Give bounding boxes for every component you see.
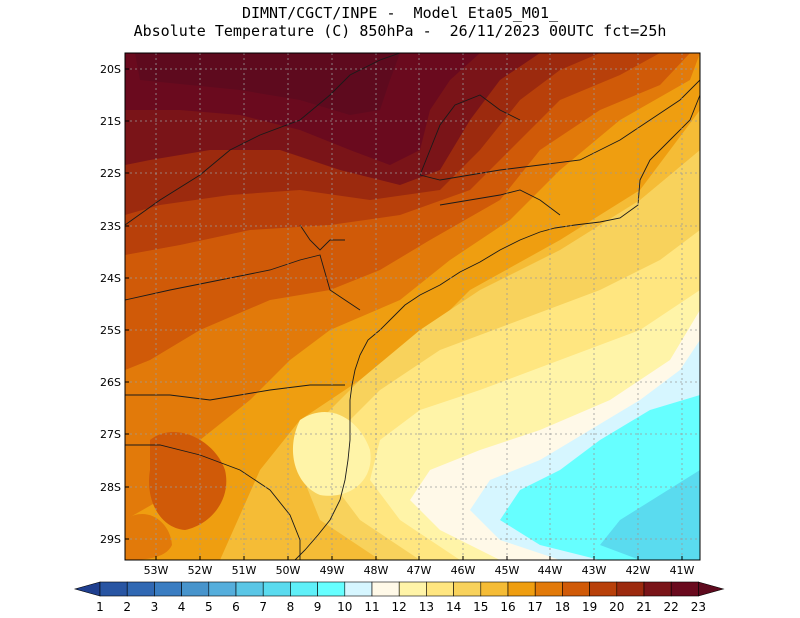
lon-label: 47W: [407, 564, 432, 577]
lon-label: 48W: [364, 564, 389, 577]
colorbar-label: 15: [473, 600, 488, 614]
grid: [125, 53, 700, 560]
state-border: [125, 444, 301, 560]
colorbar-segment: [562, 581, 590, 597]
lon-label: 42W: [626, 564, 651, 577]
lat-label: 26S: [100, 376, 121, 389]
colorbar-label: 5: [205, 600, 213, 614]
title-line-1: DIMNT/CGCT/INPE - Model Eta05_M01_: [241, 4, 559, 22]
lat-label: 27S: [100, 428, 121, 441]
state-border: [125, 254, 361, 311]
colorbar-label: 10: [337, 600, 352, 614]
colorbar-segment: [181, 581, 210, 597]
colorbar-segment: [208, 581, 237, 597]
colorbar-label: 23: [691, 600, 706, 614]
colorbar-label: 20: [609, 600, 624, 614]
coastline: [294, 94, 700, 560]
axis-ticks: [125, 68, 683, 560]
colorbar-label: 12: [392, 600, 407, 614]
longitude-labels: 53W 52W 51W 50W 49W 48W 47W 46W 45W 44W …: [144, 564, 695, 577]
colorbar-label: 7: [259, 600, 267, 614]
colorbar-label: 16: [500, 600, 515, 614]
colorbar-label: 2: [123, 600, 131, 614]
colorbar-segment: [371, 581, 400, 597]
temperature-field: [125, 53, 700, 560]
colorbar-segment: [317, 581, 346, 597]
lat-label: 21S: [100, 115, 121, 128]
colorbar-segment: [262, 581, 291, 597]
lon-label: 46W: [451, 564, 476, 577]
colorbar-segment: [290, 581, 318, 597]
lon-label: 41W: [670, 564, 695, 577]
state-border: [125, 53, 401, 226]
state-border: [439, 189, 561, 216]
colorbar-label: 18: [555, 600, 570, 614]
lat-label: 23S: [100, 220, 121, 233]
colorbar-label: 21: [636, 600, 651, 614]
colorbar-arrow-right: [698, 581, 725, 597]
colorbar-label: 9: [314, 600, 322, 614]
lat-label: 28S: [100, 481, 121, 494]
lon-label: 53W: [144, 564, 169, 577]
colorbar-segment: [99, 581, 128, 597]
lon-label: 51W: [232, 564, 257, 577]
lat-label: 25S: [100, 324, 121, 337]
colorbar-segment: [589, 581, 618, 597]
lon-label: 50W: [276, 564, 301, 577]
colorbar-segment: [235, 581, 264, 597]
colorbar: 1 2 3 4 5 6 7 8 9 10 11 12 13 14 15 16 17 18 19 20 21 22 23: [73, 581, 725, 614]
lon-label: 52W: [188, 564, 213, 577]
colorbar-label: 14: [446, 600, 461, 614]
lat-label: 24S: [100, 272, 121, 285]
colorbar-segment: [398, 581, 427, 597]
colorbar-segment: [344, 581, 373, 597]
colorbar-segment: [426, 581, 454, 597]
colorbar-label: 13: [419, 600, 434, 614]
colorbar-label: 22: [664, 600, 679, 614]
colorbar-label: 17: [528, 600, 543, 614]
lat-label: 20S: [100, 63, 121, 76]
colorbar-label: 19: [582, 600, 597, 614]
colorbar-label: 8: [287, 600, 295, 614]
latitude-labels: 20S 21S 22S 23S 24S 25S 26S 27S 28S 29S: [100, 63, 121, 546]
map-frame: [124, 52, 701, 561]
lon-label: 45W: [495, 564, 520, 577]
colorbar-segment: [126, 581, 155, 597]
state-border: [299, 224, 345, 251]
colorbar-segment: [480, 581, 509, 597]
lon-label: 43W: [582, 564, 607, 577]
colorbar-segment: [534, 581, 563, 597]
colorbar-segment: [154, 581, 182, 597]
colorbar-label: 3: [151, 600, 159, 614]
colorbar-segment: [643, 581, 672, 597]
lon-label: 49W: [320, 564, 345, 577]
colorbar-label: 6: [232, 600, 240, 614]
colorbar-label: 11: [364, 600, 379, 614]
colorbar-segment: [453, 581, 482, 597]
title-line-2: Absolute Temperature (C) 850hPa - 26/11/…: [133, 22, 667, 40]
lat-label: 29S: [100, 533, 121, 546]
state-border: [125, 384, 345, 401]
state-border: [419, 79, 700, 181]
lat-label: 22S: [100, 167, 121, 180]
colorbar-arrow-left: [73, 581, 101, 597]
coastlines-borders: [125, 53, 700, 560]
colorbar-label: 1: [96, 600, 104, 614]
colorbar-segment: [670, 581, 699, 597]
lon-label: 44W: [538, 564, 563, 577]
state-border: [419, 94, 521, 176]
colorbar-label: 4: [178, 600, 186, 614]
colorbar-segment: [507, 581, 536, 597]
colorbar-segment: [616, 581, 645, 597]
